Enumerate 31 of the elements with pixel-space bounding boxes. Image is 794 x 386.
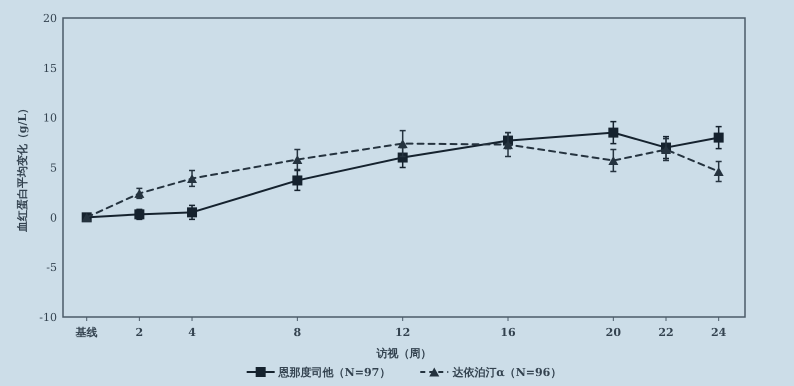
y-tick-label: -10 — [39, 311, 57, 324]
x-tick-label: 22 — [658, 326, 674, 339]
x-tick-label: 24 — [711, 326, 727, 339]
y-tick-label: 15 — [43, 62, 57, 75]
y-tick-label: 0 — [50, 211, 57, 224]
point — [661, 145, 672, 154]
x-axis-title: 访视（周） — [376, 347, 432, 360]
point — [398, 139, 408, 148]
x-tick-label: 20 — [606, 326, 622, 339]
y-tick-label: 10 — [43, 112, 57, 125]
y-tick-label: 20 — [43, 12, 57, 25]
point — [608, 128, 618, 138]
point — [503, 140, 514, 150]
legend-label: 达依泊汀α（N=96） — [451, 366, 562, 379]
point — [714, 132, 724, 143]
point — [292, 175, 302, 186]
legend-label: 恩那度司他（N=97） — [278, 366, 390, 379]
x-tick-label: 12 — [395, 326, 410, 339]
point — [187, 207, 198, 218]
x-tick-label: 4 — [188, 326, 196, 339]
point — [187, 174, 198, 183]
point — [714, 166, 724, 176]
point — [608, 156, 618, 166]
y-axis-title: 血红蛋白平均变化（g/L） — [16, 102, 29, 234]
x-tick-label: 8 — [294, 326, 302, 339]
y-tick-label: 5 — [50, 162, 57, 174]
point — [292, 155, 302, 164]
x-tick-label: 2 — [136, 326, 144, 339]
y-tick-label: -5 — [46, 261, 57, 274]
x-tick-label: 16 — [500, 326, 516, 339]
x-tick-label: 基线 — [74, 326, 98, 339]
